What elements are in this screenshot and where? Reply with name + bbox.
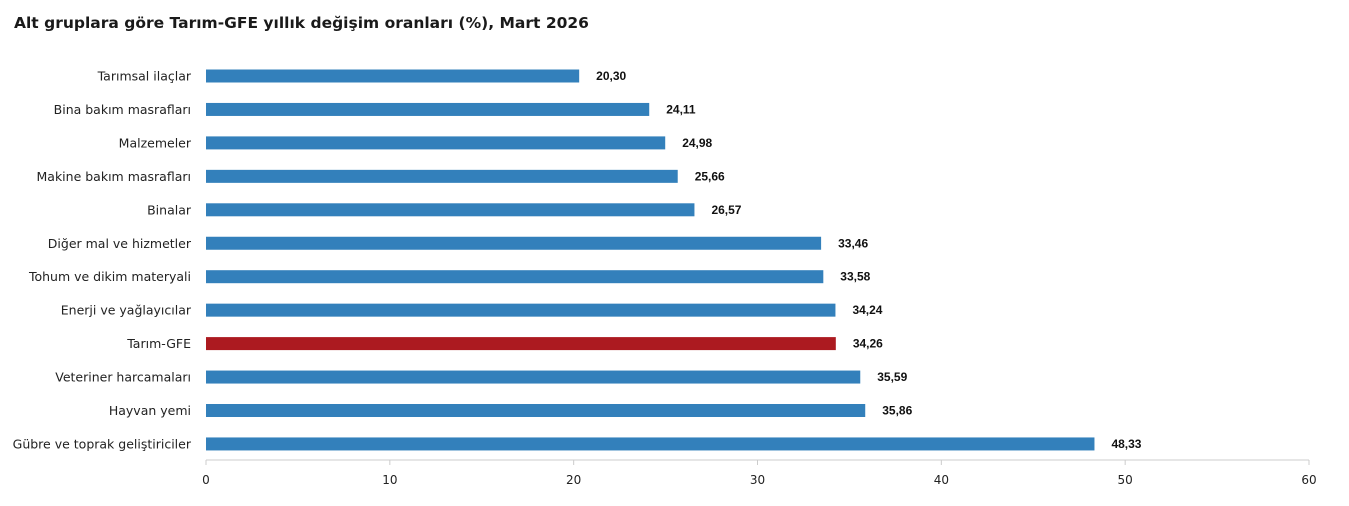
bar-hayvan-yemi[interactable] [206,404,866,417]
x-tick-label-20: 20 [566,473,581,487]
bar-binalar[interactable] [206,203,695,217]
value-label-malzemeler: 24,98 [682,136,712,150]
bar-gubre-ve-toprak-gelistiriciler[interactable] [206,437,1095,451]
value-label-bina-bakim-masraflari: 24,11 [666,102,696,116]
bar-veteriner-harcamalari[interactable] [206,370,861,384]
bar-malzemeler[interactable] [206,136,666,150]
bar-bina-bakim-masraflari[interactable] [206,102,650,116]
x-tick-label-30: 30 [750,473,765,487]
value-label-enerji-ve-yaglayicilar: 34,24 [852,303,882,317]
value-label-hayvan-yemi: 35,86 [882,404,912,418]
value-label-gubre-ve-toprak-gelistiriciler: 48,33 [1111,437,1141,451]
category-label-binalar: Binalar [147,202,192,217]
value-label-binalar: 26,57 [711,203,741,217]
category-label-tarimsal-ilaclar: Tarımsal ilaçlar [97,69,192,84]
bar-diger-mal-ve-hizmetler[interactable] [206,236,822,250]
bar-makine-bakim-masraflari[interactable] [206,169,678,183]
category-label-enerji-ve-yaglayicilar: Enerji ve yağlayıcılar [61,303,192,318]
category-label-malzemeler: Malzemeler [119,135,192,150]
x-axis: 0 10 20 30 40 50 60 [202,459,1317,487]
x-tick-label-60: 60 [1301,473,1316,487]
category-label-tohum-ve-dikim-materyali: Tohum ve dikim materyali [28,269,191,284]
bar-tarim-gfe[interactable] [206,337,836,351]
value-label-tarimsal-ilaclar: 20,30 [596,69,626,83]
category-label-bina-bakim-masraflari: Bina bakım masrafları [54,102,191,117]
bar-tarimsal-ilaclar[interactable] [206,69,580,83]
x-tick-label-10: 10 [382,473,397,487]
category-label-diger-mal-ve-hizmetler: Diğer mal ve hizmetler [48,236,192,251]
x-tick-label-50: 50 [1118,473,1133,487]
value-label-makine-bakim-masraflari: 25,66 [695,169,725,183]
value-label-diger-mal-ve-hizmetler: 33,46 [838,236,868,250]
x-tick-label-40: 40 [934,473,949,487]
chart-title: Alt gruplara göre Tarım-GFE yıllık değiş… [14,14,589,32]
category-label-hayvan-yemi: Hayvan yemi [109,403,191,418]
value-label-tarim-gfe: 34,26 [853,337,883,351]
bar-enerji-ve-yaglayicilar[interactable] [206,303,836,317]
bar-tohum-ve-dikim-materyali[interactable] [206,270,824,284]
value-label-tohum-ve-dikim-materyali: 33,58 [840,270,870,284]
bars-layer: Tarımsal ilaçlar 20,30 Bina bakım masrafla… [13,69,1142,452]
category-label-makine-bakim-masraflari: Makine bakım masrafları [37,169,192,184]
x-tick-label-0: 0 [202,473,210,487]
value-label-veteriner-harcamalari: 35,59 [877,370,907,384]
category-label-veteriner-harcamalari: Veteriner harcamaları [55,370,191,385]
category-label-gubre-ve-toprak-gelistiriciler: Gübre ve toprak geliştiriciler [13,436,192,451]
category-label-tarim-gfe: Tarım-GFE [126,336,191,351]
